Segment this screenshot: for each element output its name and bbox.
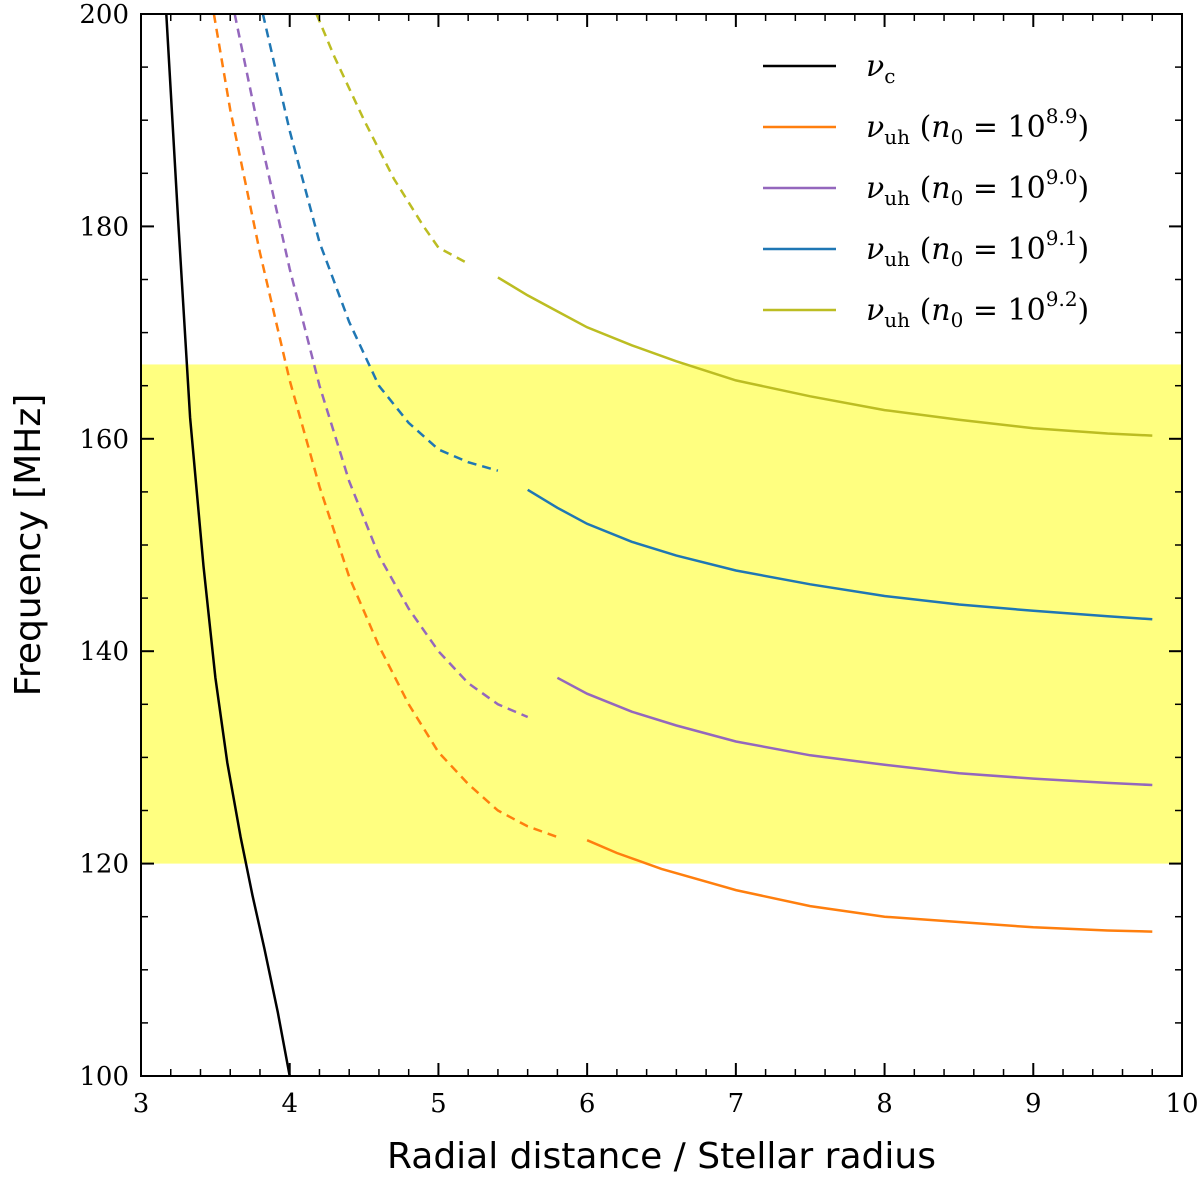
series-1-solid-line [586,839,1153,933]
legend-label-0: νc [866,49,895,88]
x-tick-label: 8 [876,1089,893,1119]
x-tick-label: 10 [1165,1089,1198,1119]
shaded-band [141,364,1182,864]
x-tick-label: 9 [1025,1089,1042,1119]
y-tick-label: 160 [79,425,129,455]
x-tick-label: 5 [430,1089,447,1119]
series-1-dashed-line [212,13,558,839]
x-tick-label: 4 [281,1089,298,1119]
y-tick-label: 140 [79,637,129,667]
tick-labels-layer: 3 4 5 6 7 8 9 10 100 120 140 160 180 200 [79,0,1198,1119]
series-2-solid-line [556,676,1153,787]
series-2-dashed-line [233,13,529,719]
x-tick-label: 6 [579,1089,596,1119]
series-0-solid-line [165,13,291,1077]
x-axis-label: Radial distance / Stellar radius [387,1136,936,1177]
series-3-dashed-line [261,13,499,472]
y-tick-label: 120 [79,850,129,880]
x-tick-label: 7 [728,1089,745,1119]
y-axis-label: Frequency [MHz] [8,394,49,697]
legend-label-3: νuh (n0 = 109.1) [866,226,1089,271]
series-3-solid-line [527,488,1153,621]
legend-label-2: νuh (n0 = 109.0) [866,165,1089,210]
series-layer [165,13,1153,1077]
legend-label-4: νuh (n0 = 109.2) [866,287,1089,332]
y-tick-label: 180 [79,212,129,242]
y-tick-label: 100 [79,1062,129,1092]
x-tick-label: 3 [133,1089,150,1119]
ticks-layer [140,13,1183,1077]
series-4-dashed-line [315,13,469,265]
y-tick-label: 200 [79,0,129,30]
series-4-solid-line [497,276,1153,437]
legend: νc νuh (n0 = 108.9) νuh (n0 = 109.0) νuh (n… [763,49,1089,332]
legend-label-1: νuh (n0 = 108.9) [866,104,1089,149]
